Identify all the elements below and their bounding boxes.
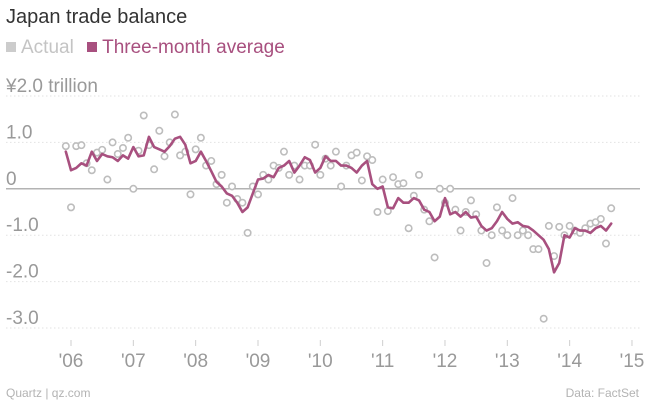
x-tick-label: '10	[308, 351, 333, 372]
actual-point	[378, 175, 387, 184]
x-tick-label: '07	[121, 351, 146, 372]
y-tick-label: ¥2.0 trillion	[5, 76, 98, 97]
actual-point	[170, 110, 179, 119]
x-tick-label: '09	[246, 351, 271, 372]
legend-swatch-actual	[6, 42, 16, 52]
actual-point	[77, 141, 86, 150]
actual-point	[513, 231, 522, 240]
x-tick-label: '14	[557, 351, 582, 372]
actual-point	[446, 184, 455, 193]
actual-point	[498, 226, 507, 235]
chart-title: Japan trade balance	[6, 6, 188, 28]
actual-point	[508, 194, 517, 203]
actual-point	[363, 152, 372, 161]
actual-point	[217, 170, 226, 179]
actual-point	[176, 151, 185, 160]
y-tick-label: -1.0	[6, 215, 39, 236]
actual-point	[295, 175, 304, 184]
footer-data-credit: Data: FactSet	[565, 386, 639, 400]
actual-point	[311, 140, 320, 149]
actual-point	[487, 231, 496, 240]
actual-point	[466, 196, 475, 205]
actual-point	[67, 203, 76, 212]
actual-point	[118, 143, 127, 152]
x-tick-label: '12	[433, 351, 458, 372]
actual-point	[228, 182, 237, 191]
legend-item-three-month-average: Three-month average	[87, 37, 285, 59]
actual-point	[544, 221, 553, 230]
actual-point	[404, 224, 413, 233]
series-line-three-month-average	[64, 135, 613, 274]
actual-point	[352, 148, 361, 157]
actual-point	[113, 150, 122, 159]
actual-point	[98, 145, 107, 154]
actual-point	[524, 231, 533, 240]
actual-point	[601, 239, 610, 248]
actual-point	[285, 170, 294, 179]
x-tick-label: '08	[183, 351, 208, 372]
actual-point	[357, 176, 366, 185]
actual-point	[456, 226, 465, 235]
actual-point	[425, 217, 434, 226]
actual-point	[389, 173, 398, 182]
grid-layer: ¥2.0 trillion 1.0 0 -1.0 -2.0 -3.0	[5, 76, 640, 329]
footer-source: Quartz | qz.com	[6, 386, 91, 400]
actual-point	[139, 111, 148, 120]
actual-point	[103, 175, 112, 184]
actual-point	[61, 142, 70, 151]
actual-point	[254, 190, 263, 199]
actual-point	[482, 259, 491, 268]
actual-point	[555, 222, 564, 231]
actual-point	[368, 156, 377, 165]
y-tick-label: 0	[6, 169, 17, 190]
actual-point	[196, 133, 205, 142]
actual-point	[124, 133, 133, 142]
actual-point	[399, 179, 408, 188]
x-axis: '06 '07 '08 '09 '10 '11 '12 '13 '14 '15	[59, 340, 645, 372]
x-tick-label: '13	[495, 351, 520, 372]
actual-point	[435, 184, 444, 193]
actual-point	[607, 204, 616, 213]
actual-point	[539, 314, 548, 323]
legend-item-actual: Actual	[6, 37, 74, 59]
actual-point	[150, 165, 159, 174]
x-tick-label: '11	[371, 351, 394, 372]
legend-label-three-month-average: Three-month average	[102, 37, 285, 58]
x-tick-label: '15	[620, 351, 645, 372]
actual-point	[279, 147, 288, 156]
series-actual	[61, 110, 616, 323]
actual-point	[207, 156, 216, 165]
y-tick-label: -2.0	[6, 262, 39, 283]
x-tick-label: '06	[59, 351, 84, 372]
actual-point	[87, 166, 96, 175]
actual-point	[238, 198, 247, 207]
y-tick-label: -3.0	[6, 308, 39, 329]
actual-point	[331, 147, 340, 156]
actual-point	[155, 126, 164, 135]
y-tick-label: 1.0	[6, 122, 32, 143]
actual-point	[534, 245, 543, 254]
actual-point	[518, 226, 527, 235]
actual-point	[565, 221, 574, 230]
actual-point	[243, 228, 252, 237]
actual-point	[492, 203, 501, 212]
actual-point	[186, 190, 195, 199]
legend-label-actual: Actual	[21, 37, 74, 58]
actual-point	[129, 184, 138, 193]
legend-swatch-three-month-average	[87, 42, 98, 52]
actual-point	[503, 231, 512, 240]
actual-point	[415, 170, 424, 179]
actual-point	[373, 208, 382, 217]
legend: Actual Three-month average	[6, 37, 293, 59]
actual-point	[326, 161, 335, 170]
actual-point	[596, 214, 605, 223]
actual-point	[430, 253, 439, 262]
actual-point	[337, 182, 346, 191]
actual-point	[222, 198, 231, 207]
actual-point	[160, 152, 169, 161]
actual-point	[191, 145, 200, 154]
actual-point	[108, 138, 117, 147]
actual-point	[316, 170, 325, 179]
